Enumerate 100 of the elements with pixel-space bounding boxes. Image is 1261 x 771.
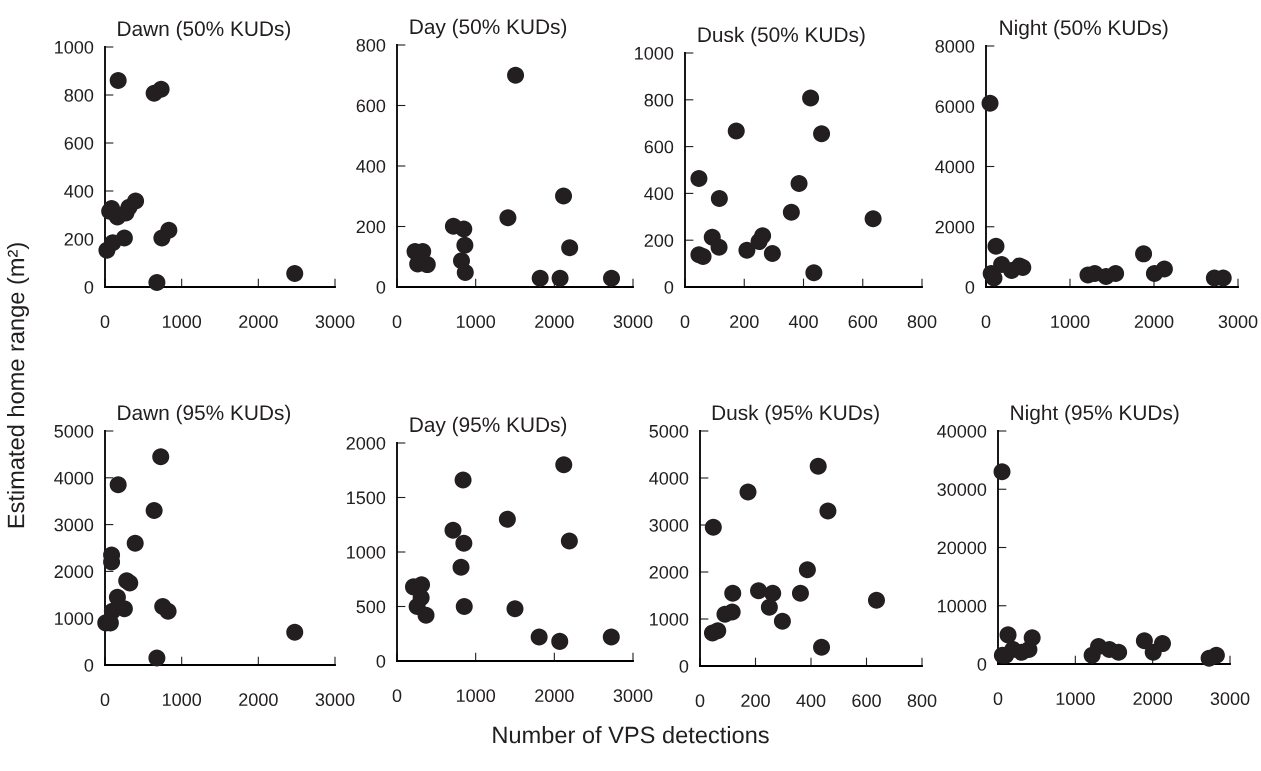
- point: [531, 269, 549, 287]
- point: [551, 269, 569, 287]
- x-tick-label: 1000: [456, 689, 496, 703]
- y-tick-label: 0: [84, 280, 94, 294]
- y-tick-label: 600: [64, 136, 94, 150]
- x-axis-title: Number of VPS detections: [493, 725, 769, 744]
- point: [109, 476, 127, 494]
- y-tick-label: 500: [356, 600, 386, 614]
- point: [999, 626, 1017, 644]
- point: [764, 584, 782, 602]
- point: [127, 192, 145, 210]
- y-tick-label: 4000: [54, 471, 94, 485]
- point: [555, 456, 573, 474]
- chart-title: Dusk (95% KUDs): [712, 404, 879, 425]
- x-tick-label: 600: [848, 315, 878, 329]
- point: [160, 221, 178, 239]
- point: [452, 558, 470, 576]
- x-tick-label: 3000: [613, 315, 653, 329]
- point: [709, 622, 727, 640]
- y-tick-label: 0: [376, 280, 386, 294]
- point: [148, 649, 166, 667]
- y-tick-label: 0: [965, 280, 975, 294]
- point: [507, 66, 525, 84]
- y-tick-label: 20000: [937, 541, 987, 555]
- y-tick-label: 0: [84, 658, 94, 672]
- x-tick-label: 1000: [456, 315, 496, 329]
- chart-title: Night (95% KUDs): [1011, 404, 1179, 425]
- x-tick-label: 0: [993, 692, 1003, 706]
- x-tick-label: 1000: [1051, 315, 1090, 329]
- point: [809, 457, 827, 475]
- point: [152, 80, 170, 98]
- point: [455, 220, 473, 238]
- y-tick-label: 5000: [649, 424, 689, 438]
- point: [455, 534, 473, 552]
- point: [710, 238, 728, 256]
- point: [813, 638, 831, 656]
- point: [710, 190, 728, 208]
- point: [1155, 260, 1173, 278]
- point: [724, 584, 742, 602]
- point: [506, 600, 524, 618]
- y-tick-label: 3000: [54, 518, 94, 532]
- y-tick-label: 3000: [649, 518, 689, 532]
- x-tick-label: 600: [852, 694, 881, 708]
- y-tick-label: 4000: [649, 471, 689, 485]
- point: [561, 239, 579, 257]
- point: [286, 623, 304, 641]
- point: [813, 125, 831, 143]
- y-tick-label: 2000: [346, 436, 386, 450]
- x-tick-label: 2000: [239, 315, 278, 329]
- point: [798, 561, 816, 579]
- x-tick-label: 0: [100, 693, 110, 707]
- point: [981, 94, 999, 112]
- y-tick-label: 400: [64, 184, 94, 198]
- point: [993, 463, 1011, 481]
- x-tick-label: 200: [730, 315, 759, 329]
- point: [456, 236, 474, 254]
- point: [417, 606, 435, 624]
- y-tick-label: 800: [644, 93, 674, 107]
- point: [864, 210, 882, 228]
- y-tick-label: 1500: [347, 491, 386, 505]
- point: [152, 448, 170, 466]
- y-tick-label: 30000: [937, 483, 987, 496]
- point: [555, 187, 573, 205]
- point: [754, 227, 772, 245]
- point: [1207, 646, 1225, 664]
- y-tick-label: 1000: [55, 40, 94, 54]
- y-tick-label: 10000: [938, 599, 987, 613]
- point: [145, 502, 163, 520]
- point: [444, 521, 462, 539]
- point: [739, 483, 757, 501]
- y-tick-label: 800: [356, 38, 386, 52]
- x-tick-label: 0: [695, 694, 705, 708]
- point: [104, 234, 122, 252]
- y-tick-label: 1000: [347, 545, 386, 559]
- x-tick-label: 3000: [315, 693, 355, 707]
- y-tick-label: 400: [644, 187, 674, 201]
- point: [455, 597, 473, 616]
- point: [690, 169, 708, 187]
- x-tick-label: 2000: [239, 693, 278, 707]
- point: [987, 237, 1005, 255]
- chart-title: Day (95% KUDs): [410, 416, 567, 437]
- x-tick-label: 0: [100, 315, 110, 329]
- y-tick-label: 8000: [935, 39, 975, 53]
- point: [1023, 629, 1041, 647]
- point: [499, 209, 517, 227]
- y-tick-label: 200: [644, 234, 674, 247]
- point: [498, 510, 516, 528]
- x-tick-label: 2000: [535, 315, 574, 329]
- point: [551, 632, 569, 650]
- x-tick-label: 800: [907, 315, 937, 329]
- x-tick-label: 1000: [162, 315, 202, 329]
- y-tick-label: 600: [644, 140, 674, 154]
- x-tick-label: 2000: [535, 689, 574, 703]
- x-tick-label: 3000: [1218, 315, 1258, 329]
- point: [763, 245, 781, 263]
- point: [704, 518, 722, 536]
- x-tick-label: 3000: [613, 689, 653, 703]
- point: [750, 582, 768, 600]
- point: [727, 122, 745, 140]
- y-tick-label: 2000: [649, 565, 689, 579]
